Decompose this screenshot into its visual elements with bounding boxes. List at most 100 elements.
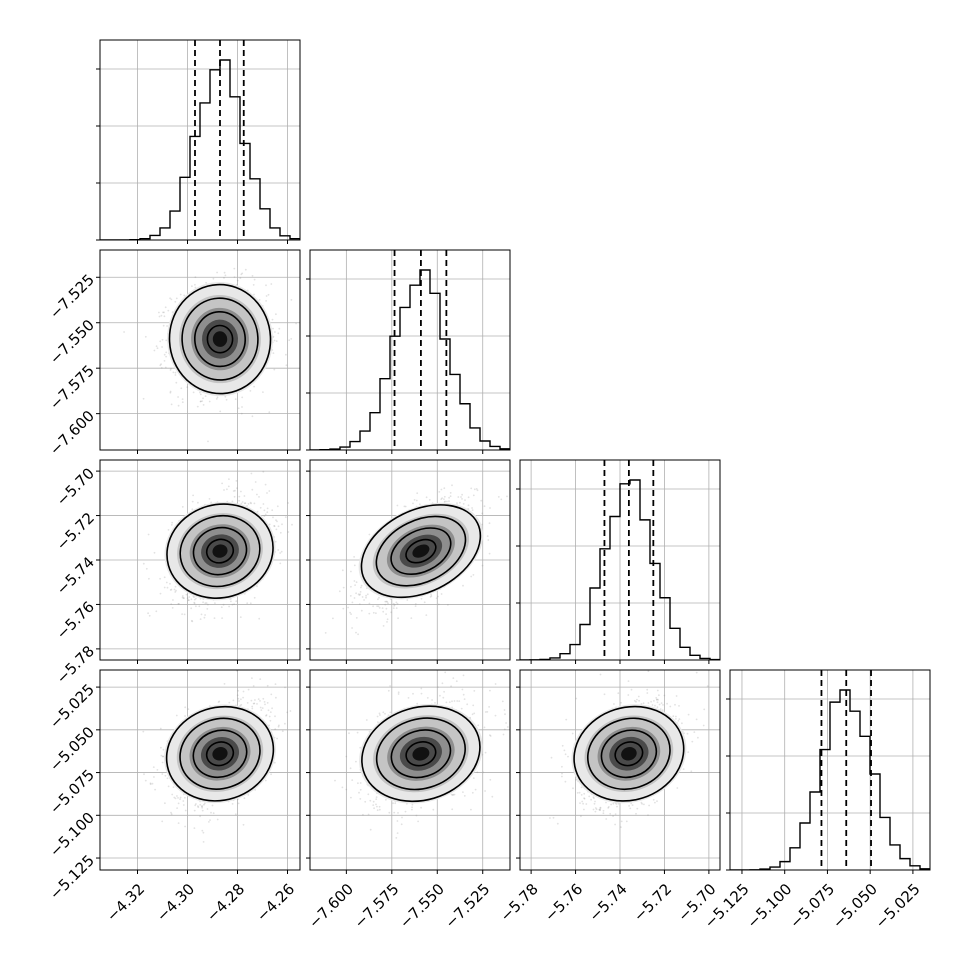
- scatter-point: [414, 605, 417, 607]
- scatter-point: [174, 300, 177, 303]
- scatter-point: [202, 397, 204, 400]
- scatter-point: [177, 822, 180, 824]
- scatter-point: [162, 324, 165, 327]
- scatter-point: [378, 596, 380, 599]
- scatter-point: [158, 315, 161, 318]
- scatter-point: [161, 338, 164, 341]
- scatter-point: [281, 523, 283, 526]
- scatter-point: [279, 562, 282, 565]
- scatter-point: [471, 509, 474, 511]
- scatter-point: [227, 485, 230, 488]
- scatter-point: [438, 491, 441, 493]
- scatter-point: [397, 617, 399, 620]
- scatter-point: [172, 371, 175, 374]
- scatter-point: [221, 482, 224, 485]
- scatter-point: [377, 605, 380, 608]
- scatter-point: [148, 614, 151, 617]
- scatter-point: [372, 605, 374, 608]
- scatter-point: [360, 586, 362, 589]
- scatter-point: [258, 617, 261, 620]
- scatter-point: [190, 607, 193, 610]
- scatter-point: [483, 505, 486, 508]
- scatter-point: [358, 594, 361, 596]
- scatter-point: [214, 602, 216, 604]
- scatter-point: [187, 599, 190, 601]
- scatter-point: [274, 540, 277, 543]
- scatter-point: [280, 550, 283, 553]
- scatter-point: [387, 602, 389, 605]
- scatter-point: [223, 489, 225, 491]
- scatter-point: [382, 610, 385, 613]
- scatter-point: [353, 597, 356, 599]
- scatter-point: [404, 505, 407, 508]
- scatter-point: [155, 610, 158, 613]
- scatter-point: [232, 490, 235, 492]
- scatter-point: [161, 346, 164, 348]
- scatter-point: [276, 520, 278, 523]
- contour-3: [206, 324, 234, 354]
- scatter-point: [288, 339, 291, 342]
- scatter-point: [368, 602, 371, 605]
- scatter-point: [355, 592, 357, 595]
- scatter-point: [177, 396, 180, 398]
- scatter-point: [273, 368, 276, 371]
- scatter-point: [273, 525, 276, 528]
- scatter-point: [279, 531, 282, 534]
- panel-frame: [309, 459, 511, 661]
- scatter-point: [425, 614, 428, 616]
- scatter-point: [160, 367, 163, 369]
- scatter-point: [368, 612, 371, 615]
- scatter-point: [201, 400, 204, 402]
- scatter-point: [272, 516, 274, 519]
- scatter-point: [448, 496, 450, 499]
- scatter-point: [174, 585, 177, 588]
- scatter-point: [390, 611, 393, 614]
- y-tick-label: −5.70: [53, 464, 98, 509]
- scatter-point: [460, 496, 462, 498]
- scatter-point: [254, 481, 257, 483]
- scatter-point: [199, 391, 201, 394]
- scatter-point: [251, 415, 254, 418]
- scatter-point: [500, 498, 503, 501]
- scatter-point: [435, 597, 438, 600]
- scatter-point: [198, 605, 201, 608]
- scatter-point: [186, 597, 189, 599]
- scatter-point: [396, 602, 399, 605]
- scatter-point: [272, 335, 275, 338]
- scatter-point: [273, 525, 275, 527]
- scatter-point: [467, 504, 470, 507]
- scatter-point: [278, 327, 281, 330]
- scatter-point: [259, 706, 262, 709]
- scatter-point: [182, 597, 185, 599]
- scatter-panel-2-1: [306, 459, 511, 664]
- scatter-point: [170, 813, 173, 816]
- scatter-panel-1-0: −7.600−7.575−7.550−7.525: [46, 249, 301, 459]
- scatter-point: [354, 584, 356, 586]
- scatter-point: [171, 521, 174, 524]
- scatter-point: [290, 338, 293, 340]
- scatter-point: [187, 599, 190, 602]
- scatter-point: [287, 531, 290, 533]
- scatter-point: [268, 411, 271, 414]
- scatter-point: [263, 515, 266, 517]
- scatter-point: [243, 495, 246, 497]
- scatter-point: [164, 306, 167, 309]
- scatter-point: [169, 297, 172, 300]
- scatter-point: [219, 410, 222, 413]
- scatter-point: [210, 501, 213, 504]
- scatter-point: [262, 470, 265, 473]
- scatter-point: [185, 593, 188, 596]
- scatter-point: [392, 602, 395, 605]
- scatter-point: [440, 593, 443, 595]
- scatter-point: [183, 597, 185, 600]
- scatter-point: [276, 505, 279, 508]
- scatter-point: [167, 309, 170, 312]
- scatter-point: [195, 597, 197, 600]
- contour-1: [179, 515, 261, 588]
- scatter-point: [222, 603, 225, 606]
- scatter-point: [230, 600, 232, 603]
- scatter-point: [470, 487, 473, 490]
- scatter-point: [238, 495, 241, 498]
- scatter-point: [242, 690, 245, 693]
